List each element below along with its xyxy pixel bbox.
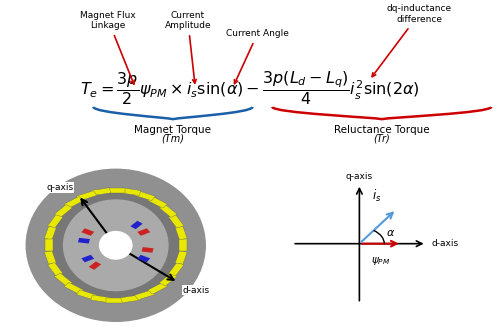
Bar xyxy=(78,238,90,243)
Bar xyxy=(44,251,56,264)
Ellipse shape xyxy=(100,231,132,259)
Text: (Tr): (Tr) xyxy=(374,134,390,144)
Text: (Tm): (Tm) xyxy=(162,134,184,144)
Bar xyxy=(76,290,97,300)
Text: Current Angle: Current Angle xyxy=(226,29,289,84)
Bar xyxy=(48,215,63,228)
Text: d-axis: d-axis xyxy=(183,286,210,295)
Bar xyxy=(179,239,187,252)
Bar xyxy=(120,295,141,303)
Bar xyxy=(175,226,187,239)
Bar xyxy=(159,273,177,286)
Bar xyxy=(134,290,155,300)
Bar xyxy=(54,205,72,217)
Text: q-axis: q-axis xyxy=(46,183,74,192)
Bar xyxy=(89,262,101,270)
Text: Reluctance Torque: Reluctance Torque xyxy=(334,125,430,135)
Text: $T_e = \dfrac{3p}{2}\psi_{PM} \times i_s \sin(\alpha) - \dfrac{3p(L_d - L_q)}{4}: $T_e = \dfrac{3p}{2}\psi_{PM} \times i_s… xyxy=(80,69,420,107)
Bar xyxy=(82,255,94,262)
Bar xyxy=(44,239,52,252)
Text: q-axis: q-axis xyxy=(346,172,373,181)
Text: Magnet Flux
Linkage: Magnet Flux Linkage xyxy=(80,11,136,84)
Text: d-axis: d-axis xyxy=(432,239,458,248)
Bar xyxy=(44,226,56,239)
Bar xyxy=(106,298,125,303)
Bar xyxy=(159,205,177,217)
Bar xyxy=(48,263,63,276)
Bar xyxy=(76,191,97,201)
Text: $\alpha$: $\alpha$ xyxy=(386,228,395,238)
Bar xyxy=(64,283,84,294)
Bar xyxy=(148,283,168,294)
Text: Magnet Torque: Magnet Torque xyxy=(134,125,212,135)
Bar xyxy=(54,273,72,286)
Bar xyxy=(175,251,187,264)
Ellipse shape xyxy=(50,189,182,302)
Ellipse shape xyxy=(64,200,168,291)
Ellipse shape xyxy=(26,169,206,321)
Bar xyxy=(106,188,125,193)
Bar xyxy=(148,196,168,208)
Bar xyxy=(142,247,154,253)
Bar xyxy=(82,228,94,236)
Bar xyxy=(120,188,141,196)
Bar xyxy=(168,215,184,228)
Text: $\psi_{PM}$: $\psi_{PM}$ xyxy=(371,255,390,267)
Bar xyxy=(138,255,150,262)
Bar xyxy=(130,221,142,229)
Bar xyxy=(134,191,155,201)
Text: $i_s$: $i_s$ xyxy=(372,188,382,204)
Bar xyxy=(168,263,184,276)
Text: dq-inductance
difference: dq-inductance difference xyxy=(372,4,452,76)
Bar xyxy=(90,295,111,303)
Bar xyxy=(90,188,111,196)
Bar xyxy=(64,196,84,208)
Text: Current
Amplitude: Current Amplitude xyxy=(164,11,211,83)
Bar xyxy=(138,228,150,236)
